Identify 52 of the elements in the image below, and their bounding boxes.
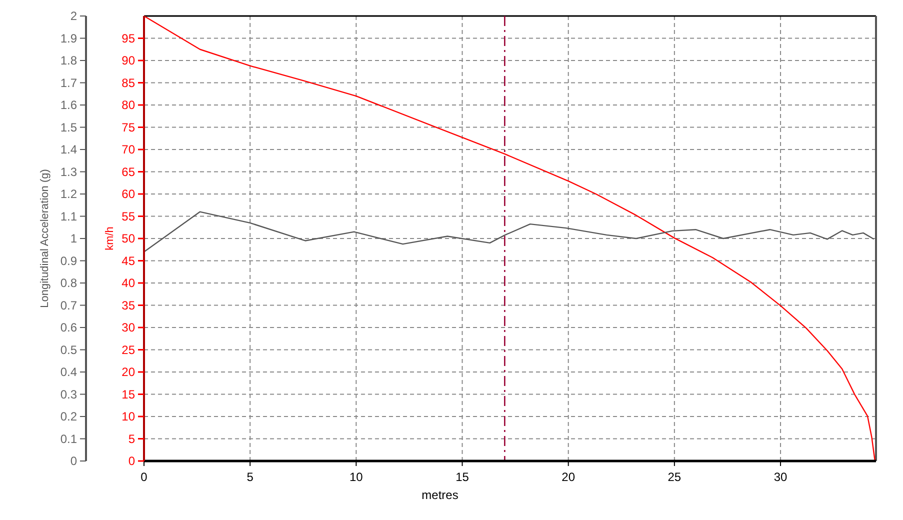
x-tick-label: 20 — [562, 470, 576, 484]
y-tick-label: 0.1 — [60, 432, 78, 446]
y2-tick-label: 10 — [122, 410, 136, 424]
y2-tick-label: 30 — [122, 320, 136, 334]
y-tick-label: 1.1 — [60, 209, 78, 224]
y-tick-label: 1.2 — [60, 187, 78, 201]
y2-tick-label: 40 — [122, 276, 136, 290]
y2-tick-label: 45 — [122, 254, 136, 268]
y-tick-label: 0.4 — [60, 365, 78, 379]
y2-tick-label: 0 — [128, 454, 136, 468]
x-tick-label: 25 — [668, 470, 682, 484]
y-tick-label: 1 — [70, 232, 78, 246]
y2-tick-label: 55 — [122, 209, 136, 224]
y-tick-label: 0.7 — [60, 298, 78, 312]
y2-tick-label: 35 — [122, 298, 136, 312]
y-axis-title: Longitudinal Acceleration (g) — [39, 169, 51, 308]
y-tick-label: 0.5 — [60, 342, 78, 357]
y-tick-label: 1.3 — [60, 164, 78, 179]
y-tick-label: 1.8 — [60, 54, 78, 68]
y-tick-label: 0.8 — [60, 276, 78, 290]
y-tick-label: 0.3 — [60, 387, 78, 402]
y2-tick-label: 65 — [122, 164, 136, 179]
y2-tick-label: 70 — [122, 142, 136, 156]
y-tick-label: 2 — [70, 9, 78, 23]
y2-axis-title: km/h — [104, 226, 116, 250]
y2-tick-label: 50 — [122, 232, 136, 246]
y-tick-label: 0.6 — [60, 320, 78, 334]
x-tick-label: 5 — [246, 470, 254, 484]
y-tick-label: 1.9 — [60, 31, 78, 46]
x-tick-label: 30 — [774, 470, 788, 484]
y-tick-label: 1.6 — [60, 98, 78, 112]
x-tick-label: 10 — [349, 470, 364, 484]
y2-tick-label: 5 — [128, 432, 136, 446]
y-tick-label: 1.4 — [60, 142, 78, 156]
y2-tick-label: 90 — [122, 54, 136, 68]
y-tick-label: 0.2 — [60, 410, 78, 424]
y2-tick-label: 80 — [122, 98, 136, 112]
y2-tick-label: 60 — [122, 187, 136, 201]
y2-tick-label: 25 — [122, 342, 136, 357]
y-tick-label: 0.9 — [60, 254, 78, 268]
y-tick-label: 0 — [70, 454, 78, 468]
y2-tick-label: 20 — [122, 365, 136, 379]
x-axis-title: metres — [422, 488, 458, 502]
x-tick-label: 0 — [140, 470, 148, 484]
y-tick-label: 1.7 — [60, 76, 78, 90]
y2-tick-label: 95 — [122, 31, 136, 46]
x-tick-label: 15 — [456, 470, 470, 484]
y2-tick-label: 75 — [122, 120, 136, 134]
y-tick-label: 1.5 — [60, 120, 78, 134]
y2-tick-label: 85 — [122, 76, 136, 90]
y2-tick-label: 15 — [122, 387, 136, 402]
line-series — [143, 15, 876, 462]
